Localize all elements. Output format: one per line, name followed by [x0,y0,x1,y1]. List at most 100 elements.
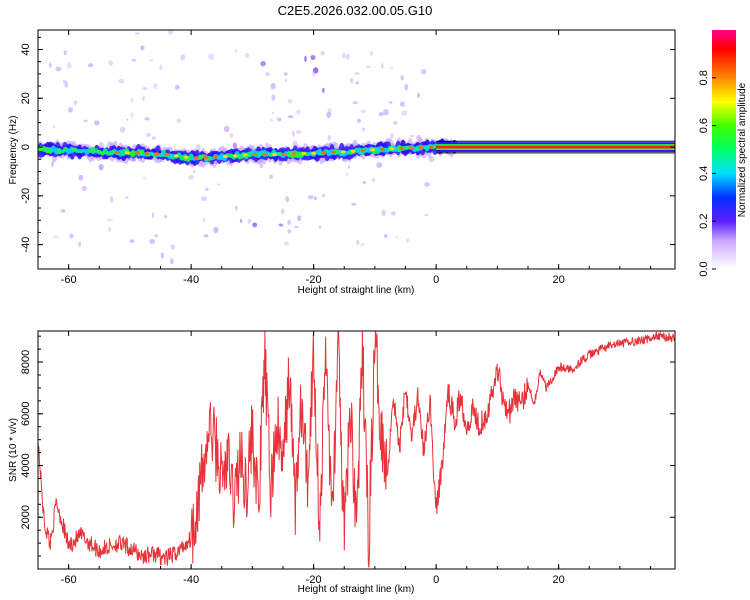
snr-y-tick-label-group: 4000 [20,453,32,477]
spectrogram-blob [180,54,186,61]
spectrogram-blob [362,127,365,132]
spectrogram-blob [381,209,386,216]
snr-panel: -60 -40 -20 0 20 2000 4000 6000 8000 Height of s… [8,330,676,595]
spectrogram-blob [409,134,415,138]
snr-y-tick-label: 6000 [20,402,32,426]
spectrogram-blob [304,55,307,63]
colorbar-label: Normalized spectral amplitude [737,82,748,217]
spectrogram-blob [365,65,372,69]
spectrogram-panel: -60 -40 -20 0 20 -40 -20 0 20 40 Height of straig… [8,29,676,296]
spectrogram-blob [352,101,359,105]
spectrogram-blob [203,234,209,238]
spectrogram-blob [234,205,238,211]
spectrogram-blob [167,30,174,35]
spectrogram-blob [252,222,258,228]
spectrogram-blob [401,110,408,116]
spectrogram-ridge-peak [409,146,415,150]
spectrogram-y-tick-label: 40 [20,43,32,55]
spectrogram-blob [208,53,215,60]
snr-y-tick-label-group: 6000 [20,402,32,426]
spectrogram-blob [383,109,389,116]
spectrogram-blob [52,235,59,239]
spectrogram-blob [109,196,114,204]
spectrogram-ridge-peak [330,150,336,154]
spectrogram-frame [37,29,676,270]
spectrogram-blob [146,133,151,137]
spectrogram-y-tick-label-group: -20 [20,188,32,204]
spectrogram-blob [406,238,410,244]
spectrogram-ridge-peak [311,151,317,155]
colorbar-tick-label-group: 0.2 [698,214,710,229]
spectrogram-blob [349,78,354,84]
spectrogram-ridge-peak [320,151,326,155]
spectrogram-ridge-peak [418,146,424,150]
colorbar-tick-label: 0.4 [698,166,710,181]
colorbar-tick-label: 0.2 [698,214,710,229]
spectrogram-blob [310,55,316,61]
spectrogram-ridge-peak [389,147,395,151]
spectrogram-x-tick-label: 0 [433,274,439,286]
spectrogram-blob [176,118,182,123]
spectrogram-ridge-peak [369,148,375,152]
spectrogram-blob [66,62,72,69]
spectrogram-blob [201,196,207,202]
snr-y-tick-label-group: 8000 [20,350,32,374]
spectrogram-blob [287,99,293,104]
spectrogram-blob [371,177,375,182]
spectrogram-blob [217,183,221,186]
spectrogram-blob [81,185,87,192]
spectrogram-ridge-peak [399,146,405,151]
spectrogram-blob [314,196,318,201]
chart-title: C2E5.2026.032.00.05.G10 [278,3,433,18]
spectrogram-blob [272,111,275,114]
spectrogram-y-tick-label-group: 40 [20,43,32,55]
spectrogram-blob [69,233,74,239]
spectrogram-blob [428,155,433,159]
colorbar-tick-label-group: 0.6 [698,118,710,133]
spectrogram-blob [131,59,137,62]
spectrogram-blob [278,223,284,227]
spectrogram-blob [327,135,332,141]
snr-x-tick-label: 0 [433,574,439,586]
spectrogram-ridge-peak [183,155,189,159]
spectrogram-blob [144,117,150,121]
spectrogram-blob [284,79,288,83]
spectrogram-blob [322,87,325,93]
snr-x-tick-label: 20 [553,574,565,586]
spectrogram-blob [287,115,294,118]
spectrogram-blob [381,63,384,69]
spectrogram-blob [312,67,319,74]
spectrogram-blob [285,195,290,203]
spectrogram-blob [130,112,134,119]
snr-y-tick-label: 8000 [20,350,32,374]
spectrogram-blob [149,58,153,62]
spectrogram-blob [142,95,145,102]
spectrogram-blob [154,234,158,238]
spectrogram-blob [424,182,430,187]
spectrogram-ridge-peak [213,155,219,159]
spectrogram-blob [142,87,148,90]
spectrogram-x-tick-label: 20 [553,274,565,286]
spectrogram-ridge-peak [232,154,238,158]
spectrogram-blob [320,50,326,56]
spectrogram-blob [287,219,292,226]
spectrogram-stable-band-core [436,145,675,149]
spectrogram-blob [163,215,168,219]
spectrogram-blob [130,97,134,103]
snr-y-tick-label: 2000 [20,505,32,529]
colorbar-gradient [712,30,736,269]
spectrogram-blob [124,196,129,199]
spectrogram-blob [354,72,360,75]
spectrogram-blob [174,84,180,90]
spectrogram-blob [247,218,252,224]
spectrogram-blob [378,112,384,117]
spectrogram-blob [153,83,158,90]
spectrogram-blob [151,136,156,140]
spectrogram-y-axis-label: Frequency (Hz) [8,116,19,185]
spectrogram-blob [229,133,234,138]
spectrogram-blob [140,45,145,51]
spectrogram-ridge-peak [173,154,179,158]
spectrogram-blob [356,118,362,123]
spectrogram-blob [151,212,155,219]
spectrogram-ridge-peak [193,156,199,160]
